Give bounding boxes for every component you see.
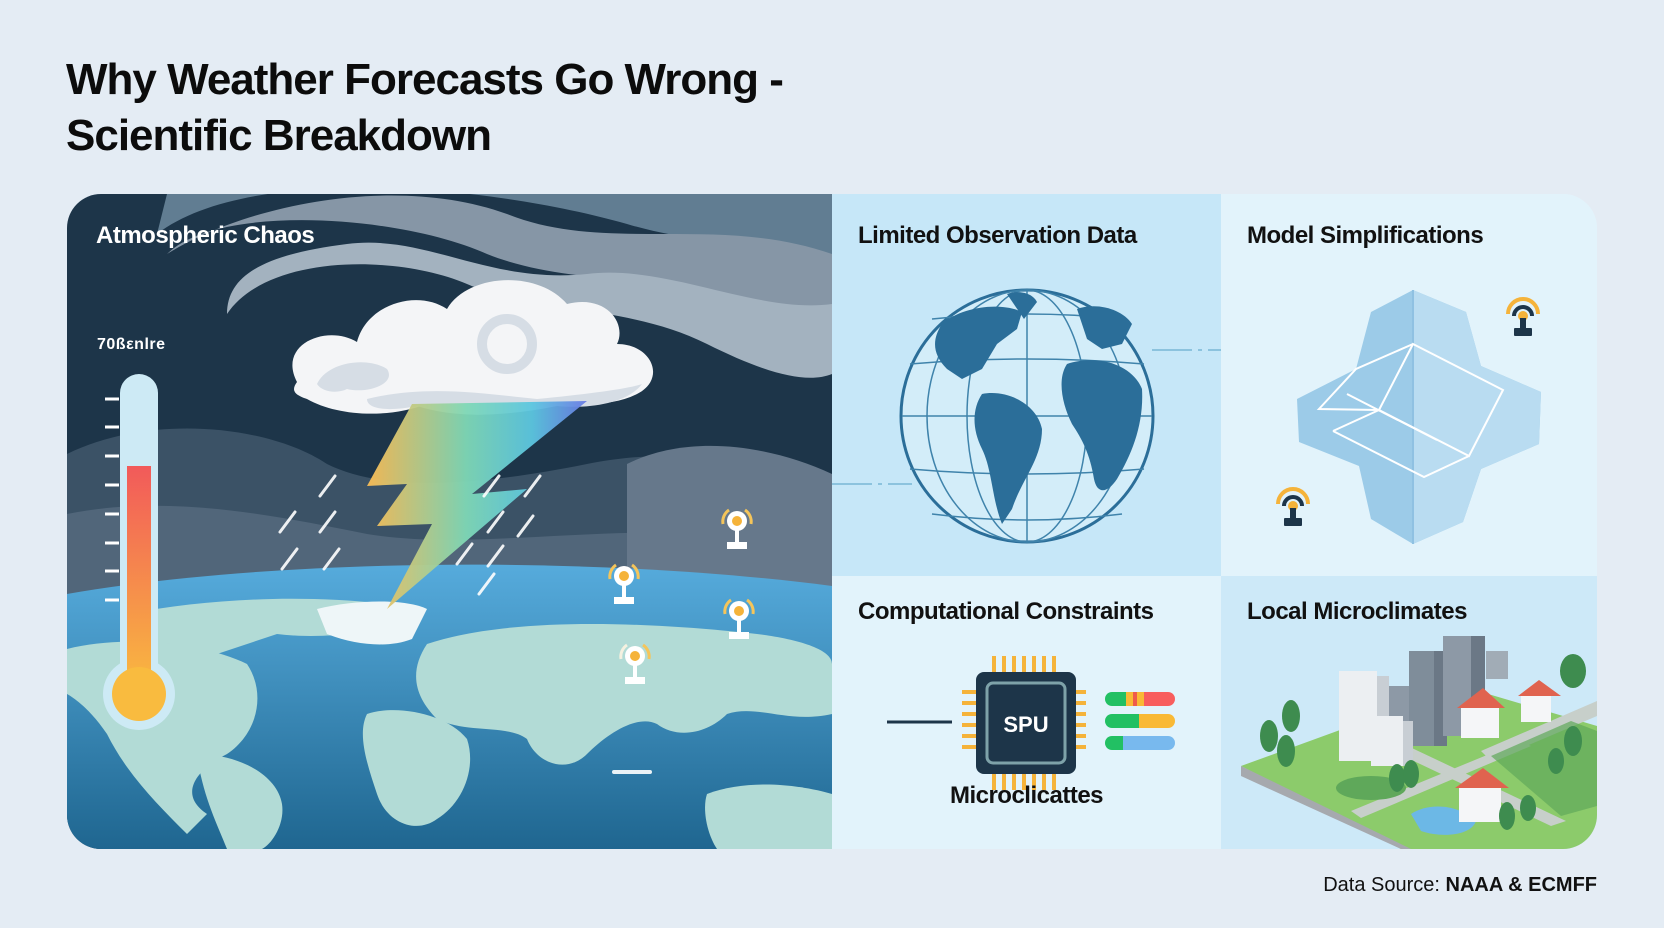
load-bar-segment (1122, 736, 1175, 750)
data-source-note: Data Source: NAAA & ECMFF (1323, 874, 1597, 897)
antenna-icon (1276, 487, 1310, 526)
city-isometric-illustration (1241, 636, 1597, 849)
load-bar-segment (1137, 692, 1145, 706)
page-title: Why Weather Forecasts Go Wrong - Scienti… (66, 52, 784, 164)
panel-title-local-microclimates: Local Microclimates (1247, 598, 1467, 625)
load-bar (1105, 692, 1175, 706)
panel-limited-observation-data: Limited Observation Data (832, 194, 1221, 576)
load-bar-segment (1133, 692, 1138, 706)
globe-icon (832, 288, 1221, 544)
load-bar-segment (1105, 736, 1123, 750)
load-bar-segment (1105, 714, 1140, 728)
source-label: Data Source: (1323, 874, 1440, 896)
load-bar (1105, 736, 1175, 750)
chip-label: SPU (1003, 712, 1048, 737)
panel-model-simplifications: Model Simplifications (1221, 194, 1597, 576)
processor-chip-icon: SPU (887, 656, 1086, 790)
load-bar-segment (1126, 692, 1133, 706)
panel-title-atmospheric-chaos: Atmospheric Chaos (96, 222, 315, 249)
load-bars (1105, 692, 1175, 758)
source-value: NAAA & ECMFF (1445, 874, 1597, 896)
panel-title-limited-observation: Limited Observation Data (858, 222, 1137, 249)
thermometer-label: 70ßεnlre (97, 336, 166, 353)
weather-station-icon (721, 508, 753, 549)
antenna-icon (1506, 297, 1540, 336)
weather-station-icon (723, 598, 755, 639)
storm-scene-illustration (67, 194, 832, 849)
panel-title-computational-constraints: Computational Constraints (858, 598, 1154, 625)
infographic-board: Atmospheric Chaos 70ßεnlre Limited Obser… (67, 194, 1597, 849)
weather-station-icon (608, 563, 640, 604)
title-line-1: Why Weather Forecasts Go Wrong - (66, 55, 784, 104)
load-bar (1105, 714, 1175, 728)
chip-caption: Microclicattes (949, 782, 1104, 809)
panel-computational-constraints: Computational Constraints SPU Microclica… (832, 576, 1221, 849)
panel-local-microclimates: Local Microclimates (1221, 576, 1597, 849)
panel-title-model-simplifications: Model Simplifications (1247, 222, 1484, 249)
load-bar-segment (1144, 692, 1175, 706)
panel-atmospheric-chaos: Atmospheric Chaos 70ßεnlre (67, 194, 832, 849)
thermometer-icon (103, 374, 175, 730)
load-bar-segment (1139, 714, 1175, 728)
model-grid-shape-icon (1297, 290, 1541, 544)
weather-station-icon (619, 643, 651, 684)
load-bar-segment (1105, 692, 1126, 706)
title-line-2: Scientific Breakdown (66, 111, 492, 160)
